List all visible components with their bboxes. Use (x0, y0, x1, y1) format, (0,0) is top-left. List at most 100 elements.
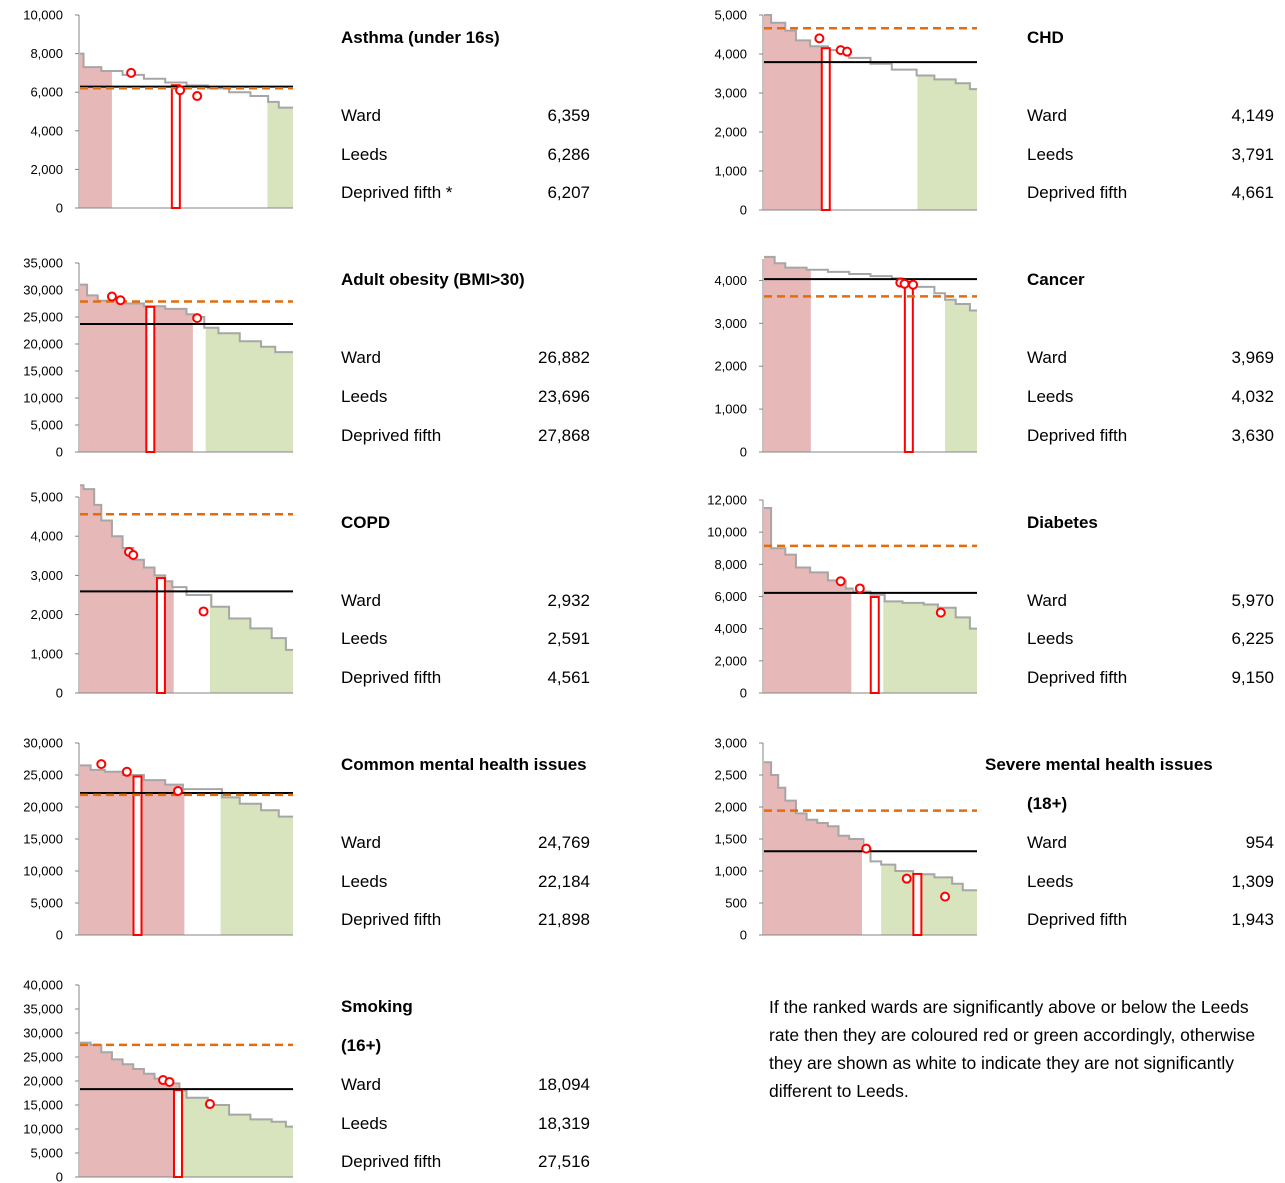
y-tick-label: 2,000 (714, 359, 747, 374)
ward-marker (908, 279, 919, 290)
ranked-wards-step-line (764, 14, 977, 91)
chart-panel-2: 0 5,000 10,000 15,000 20,000 25,000 30,000 35,0… (23, 256, 293, 460)
y-tick-label: 5,000 (714, 8, 747, 23)
y-tick-label: 10,000 (23, 864, 63, 879)
y-tick-label: 15,000 (23, 832, 63, 847)
y-tick-label: 2,500 (714, 768, 747, 783)
leeds-label: Leeds (341, 387, 388, 406)
y-tick-label: 4,000 (714, 47, 747, 62)
y-tick-label: 0 (56, 201, 63, 216)
ward-bar (155, 577, 166, 695)
y-tick-label: 20,000 (23, 800, 63, 815)
y-tick-label: 5,000 (30, 896, 63, 911)
ward-value: 24,769 (538, 833, 590, 852)
ward-marker (814, 33, 825, 44)
deprived-fifth-label: Deprived fifth (1027, 426, 1128, 445)
y-tick-label: 1,000 (714, 164, 747, 179)
y-tick-label: 500 (725, 896, 747, 911)
y-tick-label: 25,000 (23, 310, 63, 325)
ward-bar (145, 305, 156, 453)
chart-panel-9: 0 500 1,000 1,500 2,000 2,500 3,000 (714, 736, 977, 943)
ranked-wards-step-line (764, 255, 977, 312)
leeds-value: 2,591 (547, 629, 590, 648)
y-tick-label: 1,000 (30, 646, 63, 661)
significantly-above-zone (80, 485, 174, 693)
y-tick-label: 35,000 (23, 256, 63, 271)
chart-title: Diabetes (1027, 513, 1098, 532)
y-tick-label: 0 (740, 686, 747, 701)
y-tick-label: 30,000 (23, 736, 63, 751)
y-tick-label: 25,000 (23, 768, 63, 783)
ward-label: Ward (1027, 591, 1067, 610)
leeds-value: 6,225 (1231, 629, 1274, 648)
ward-label: Ward (341, 591, 381, 610)
leeds-label: Leeds (1027, 145, 1074, 164)
y-tick-label: 15,000 (23, 1098, 63, 1113)
chart-title: Smoking (341, 997, 413, 1016)
ward-marker (198, 606, 209, 617)
significantly-below-zone (205, 327, 293, 452)
leeds-value: 1,309 (1231, 872, 1274, 891)
leeds-value: 6,286 (547, 145, 590, 164)
y-tick-label: 0 (740, 445, 747, 460)
ward-marker (854, 583, 865, 594)
leeds-label: Leeds (341, 145, 388, 164)
significantly-above-zone (80, 284, 193, 452)
y-tick-label: 4,000 (30, 529, 63, 544)
ward-label: Ward (1027, 833, 1067, 852)
leeds-value: 4,032 (1231, 387, 1274, 406)
y-tick-label: 4,000 (714, 621, 747, 636)
ward-marker (121, 766, 132, 777)
significantly-above-zone (764, 256, 811, 452)
y-tick-label: 35,000 (23, 1002, 63, 1017)
y-tick-label: 4,000 (714, 273, 747, 288)
ward-value: 6,359 (547, 106, 590, 125)
deprived-fifth-value: 6,207 (547, 183, 590, 202)
chart-panel-5: 0 5,000 10,000 15,000 20,000 25,000 30,000 35,0… (23, 978, 293, 1183)
y-tick-label: 4,000 (30, 123, 63, 138)
ward-marker (192, 313, 203, 324)
chart-panel-7: 0 1,000 2,000 3,000 4,000 (714, 255, 977, 460)
ward-marker (96, 759, 107, 770)
ward-label: Ward (341, 106, 381, 125)
chart-title: Adult obesity (BMI>30) (341, 270, 525, 289)
ward-label: Ward (1027, 348, 1067, 367)
ward-marker (842, 46, 853, 57)
y-tick-label: 0 (740, 203, 747, 218)
y-tick-label: 10,000 (23, 391, 63, 406)
y-tick-label: 0 (56, 445, 63, 460)
y-tick-label: 20,000 (23, 337, 63, 352)
leeds-label: Leeds (341, 872, 388, 891)
ward-bar (170, 84, 181, 209)
ward-marker (192, 91, 203, 102)
explanatory-note: If the ranked wards are significantly ab… (769, 997, 1256, 1101)
chart-title: Asthma (under 16s) (341, 28, 500, 47)
ward-value: 26,882 (538, 348, 590, 367)
deprived-fifth-value: 21,898 (538, 910, 590, 929)
chart-panel-3: 0 1,000 2,000 3,000 4,000 5,000 (30, 484, 293, 701)
leeds-label: Leeds (341, 1114, 388, 1133)
leeds-value: 23,696 (538, 387, 590, 406)
y-tick-label: 30,000 (23, 1026, 63, 1041)
chart-panel-8: 0 2,000 4,000 6,000 8,000 10,000 12,000 (707, 493, 977, 701)
leeds-value: 22,184 (538, 872, 590, 891)
leeds-label: Leeds (1027, 387, 1074, 406)
leeds-value: 18,319 (538, 1114, 590, 1133)
ward-marker (128, 550, 139, 561)
y-tick-label: 1,500 (714, 832, 747, 847)
ranked-wards-step-line (80, 484, 293, 651)
ranked-wards-step-line (80, 764, 293, 818)
deprived-fifth-label: Deprived fifth (341, 1152, 442, 1171)
deprived-fifth-value: 9,150 (1231, 668, 1274, 687)
significantly-below-zone (883, 594, 977, 693)
ward-value: 18,094 (538, 1075, 590, 1094)
deprived-fifth-value: 4,561 (547, 668, 590, 687)
y-tick-label: 3,000 (714, 86, 747, 101)
ward-bar (912, 872, 923, 936)
y-tick-label: 5,000 (30, 490, 63, 505)
y-tick-label: 10,000 (23, 8, 63, 23)
chart-subtitle: (16+) (341, 1036, 382, 1055)
y-tick-label: 25,000 (23, 1050, 63, 1065)
significantly-below-zone (209, 595, 293, 693)
significantly-above-zone (80, 1042, 178, 1177)
